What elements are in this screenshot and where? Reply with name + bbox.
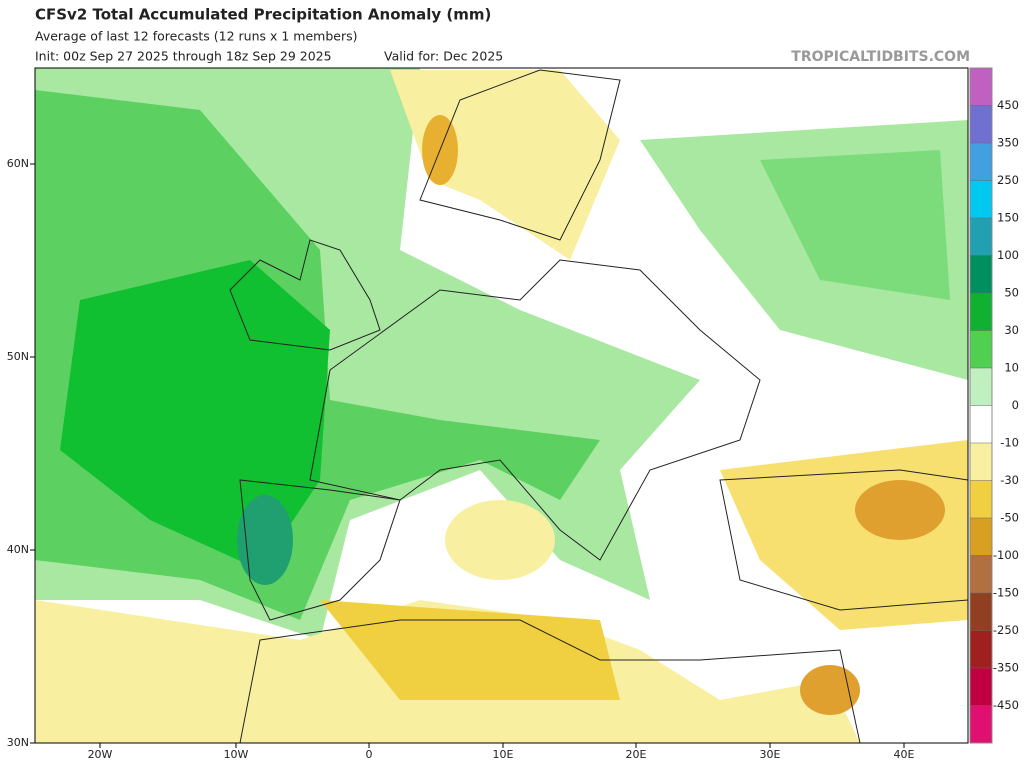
colorbar-swatch: [970, 705, 992, 744]
colorbar-swatch: [970, 105, 992, 144]
yellow-area: [390, 70, 620, 260]
green-area: [760, 150, 950, 300]
colorbar-label: -50: [1000, 511, 1019, 525]
colorbar-label: 10: [1004, 361, 1019, 375]
coastline: [309, 259, 761, 561]
lon-label: 40E: [894, 748, 915, 761]
colorbar-label: -350: [993, 661, 1019, 675]
colorbar-label: 50: [1004, 286, 1019, 300]
lon-label: 20W: [88, 748, 113, 761]
green-core: [237, 495, 293, 585]
coastline: [239, 619, 861, 743]
map-frame: [34, 67, 969, 744]
colorbar-swatch: [970, 480, 992, 519]
colorbar-label: -450: [993, 698, 1019, 712]
green-area: [60, 260, 330, 570]
lon-label: 0: [366, 748, 373, 761]
colorbar-swatch: [970, 630, 992, 669]
colorbar-swatch: [970, 180, 992, 219]
colorbar-label: 30: [1004, 323, 1019, 337]
title: CFSv2 Total Accumulated Precipitation An…: [35, 6, 491, 24]
lat-label: 40N: [7, 543, 29, 556]
colorbar-label: 150: [997, 211, 1019, 225]
colorbar-swatch: [970, 293, 992, 331]
colorbar-swatch: [970, 143, 992, 181]
lat-label: 30N: [7, 736, 29, 749]
valid-line: Valid for: Dec 2025: [384, 49, 503, 64]
lon-label: 20E: [626, 748, 647, 761]
colorbar-label: -100: [993, 548, 1019, 562]
colorbar-swatch: [970, 255, 992, 294]
colorbar-label: 250: [997, 173, 1019, 187]
colorbar: 4503502501501005030100-10-30-50-100-150-…: [969, 67, 1019, 744]
init-line: Init: 00z Sep 27 2025 through 18z Sep 29…: [35, 49, 332, 64]
colorbar-swatch: [970, 668, 992, 706]
colorbar-swatch: [970, 593, 992, 631]
colorbar-label: 350: [997, 136, 1019, 150]
colorbar-swatch: [970, 330, 992, 369]
coastline: [239, 479, 401, 621]
subtitle: Average of last 12 forecasts (12 runs x …: [35, 29, 357, 44]
colorbar-swatch: [970, 443, 992, 481]
colorbar-label: -30: [1000, 473, 1019, 487]
colorbar-label: -250: [993, 623, 1019, 637]
colorbar-label: 450: [997, 98, 1019, 112]
colorbar-swatch: [970, 68, 992, 106]
colorbar-label: -10: [1000, 436, 1019, 450]
watermark: TROPICALTIDBITS.COM: [791, 49, 970, 65]
yellow-area: [320, 600, 620, 700]
colorbar-swatch: [970, 368, 992, 406]
axes: 20W 10W 0 10E 20E 30E 40E 60N 50N 40N 30N: [7, 157, 915, 761]
colorbar-swatch: [970, 218, 992, 256]
coastline: [419, 69, 621, 241]
yellow-area: [445, 500, 555, 580]
map-field: [35, 68, 968, 743]
colorbar-label: -150: [993, 586, 1019, 600]
lon-label: 30E: [760, 748, 781, 761]
lat-label: 50N: [7, 350, 29, 363]
colorbar-label: 100: [997, 248, 1019, 262]
coastline: [229, 239, 381, 351]
lon-label: 10W: [224, 748, 249, 761]
colorbar-label: 0: [1012, 398, 1019, 412]
lon-label: 10E: [493, 748, 514, 761]
yellow-core: [855, 480, 945, 540]
coastline: [719, 469, 968, 611]
lat-label: 60N: [7, 157, 29, 170]
colorbar-swatch: [970, 405, 992, 444]
yellow-core: [800, 665, 860, 715]
colorbar-swatch: [970, 518, 992, 556]
colorbar-swatch: [970, 555, 992, 594]
